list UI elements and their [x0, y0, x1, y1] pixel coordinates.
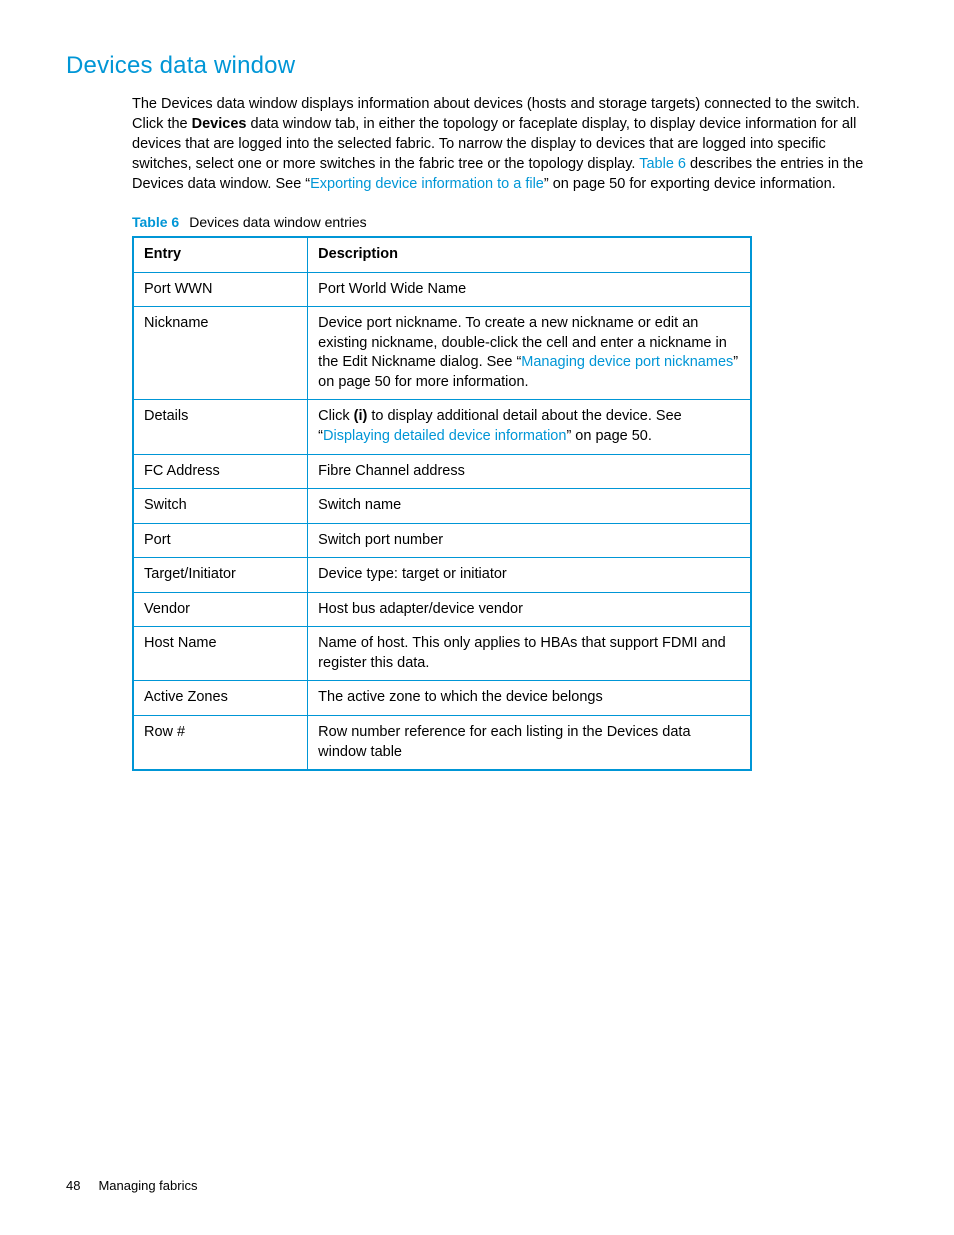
- table-header-row: Entry Description: [133, 237, 751, 272]
- table-row: Switch Switch name: [133, 489, 751, 524]
- table-row: Port Switch port number: [133, 523, 751, 558]
- table-row: Host Name Name of host. This only applies…: [133, 627, 751, 681]
- cell-entry: Row #: [133, 716, 308, 771]
- table-row: Vendor Host bus adapter/device vendor: [133, 592, 751, 627]
- desc-text: Port World Wide Name: [318, 281, 466, 297]
- cell-description: The active zone to which the device belo…: [308, 681, 751, 716]
- desc-text: Switch name: [318, 497, 401, 513]
- table-label: Table 6: [132, 214, 179, 230]
- cell-entry: Details: [133, 400, 308, 454]
- cell-description: Switch port number: [308, 523, 751, 558]
- desc-text: Click: [318, 408, 353, 424]
- intro-paragraph: The Devices data window displays informa…: [132, 94, 888, 194]
- page-footer: 48 Managing fabrics: [66, 1178, 197, 1193]
- cell-description: Switch name: [308, 489, 751, 524]
- link-table6[interactable]: Table 6: [639, 156, 686, 172]
- cell-entry: Port: [133, 523, 308, 558]
- desc-link[interactable]: Managing device port nicknames: [521, 354, 733, 370]
- table-title: Devices data window entries: [189, 214, 366, 230]
- footer-section: Managing fabrics: [98, 1178, 197, 1193]
- col-header-description: Description: [308, 237, 751, 272]
- cell-entry: Vendor: [133, 592, 308, 627]
- desc-text: Fibre Channel address: [318, 463, 465, 479]
- page-number: 48: [66, 1178, 80, 1193]
- cell-entry: Host Name: [133, 627, 308, 681]
- desc-link[interactable]: Displaying detailed device information: [323, 428, 566, 444]
- table-body: Port WWNPort World Wide NameNicknameDevi…: [133, 272, 751, 770]
- desc-text: Row number reference for each listing in…: [318, 724, 690, 760]
- desc-text: The active zone to which the device belo…: [318, 689, 603, 705]
- cell-description: Fibre Channel address: [308, 454, 751, 489]
- cell-description: Device type: target or initiator: [308, 558, 751, 593]
- table-row: FC Address Fibre Channel address: [133, 454, 751, 489]
- cell-description: Port World Wide Name: [308, 272, 751, 307]
- cell-entry: Switch: [133, 489, 308, 524]
- table-row: Row # Row number reference for each listi…: [133, 716, 751, 771]
- desc-text: Switch port number: [318, 532, 443, 548]
- desc-text: Host bus adapter/device vendor: [318, 601, 523, 617]
- table-row: DetailsClick (i) to display additional d…: [133, 400, 751, 454]
- intro-bold1: Devices: [192, 116, 247, 132]
- cell-entry: Nickname: [133, 307, 308, 400]
- cell-description: Device port nickname. To create a new ni…: [308, 307, 751, 400]
- table-row: Port WWN Port World Wide Name: [133, 272, 751, 307]
- section-heading: Devices data window: [66, 52, 888, 80]
- cell-entry: Active Zones: [133, 681, 308, 716]
- table-row: Active Zones The active zone to which the…: [133, 681, 751, 716]
- cell-entry: Port WWN: [133, 272, 308, 307]
- table-row: NicknameDevice port nickname. To create …: [133, 307, 751, 400]
- cell-entry: Target/Initiator: [133, 558, 308, 593]
- page-container: Devices data window The Devices data win…: [0, 0, 954, 771]
- table-caption: Table 6 Devices data window entries: [132, 214, 888, 230]
- cell-description: Click (i) to display additional detail a…: [308, 400, 751, 454]
- desc-text: Device type: target or initiator: [318, 566, 507, 582]
- link-exporting[interactable]: Exporting device information to a file: [310, 176, 544, 192]
- col-header-entry: Entry: [133, 237, 308, 272]
- intro-t4: ” on page 50 for exporting device inform…: [544, 176, 836, 192]
- cell-entry: FC Address: [133, 454, 308, 489]
- desc-text: Name of host. This only applies to HBAs …: [318, 635, 726, 671]
- desc-bold: (i): [354, 408, 368, 424]
- cell-description: Name of host. This only applies to HBAs …: [308, 627, 751, 681]
- table-row: Target/Initiator Device type: target or i…: [133, 558, 751, 593]
- cell-description: Row number reference for each listing in…: [308, 716, 751, 771]
- devices-table: Entry Description Port WWN Port World Wid…: [132, 236, 752, 771]
- cell-description: Host bus adapter/device vendor: [308, 592, 751, 627]
- desc-text: ” on page 50.: [566, 428, 651, 444]
